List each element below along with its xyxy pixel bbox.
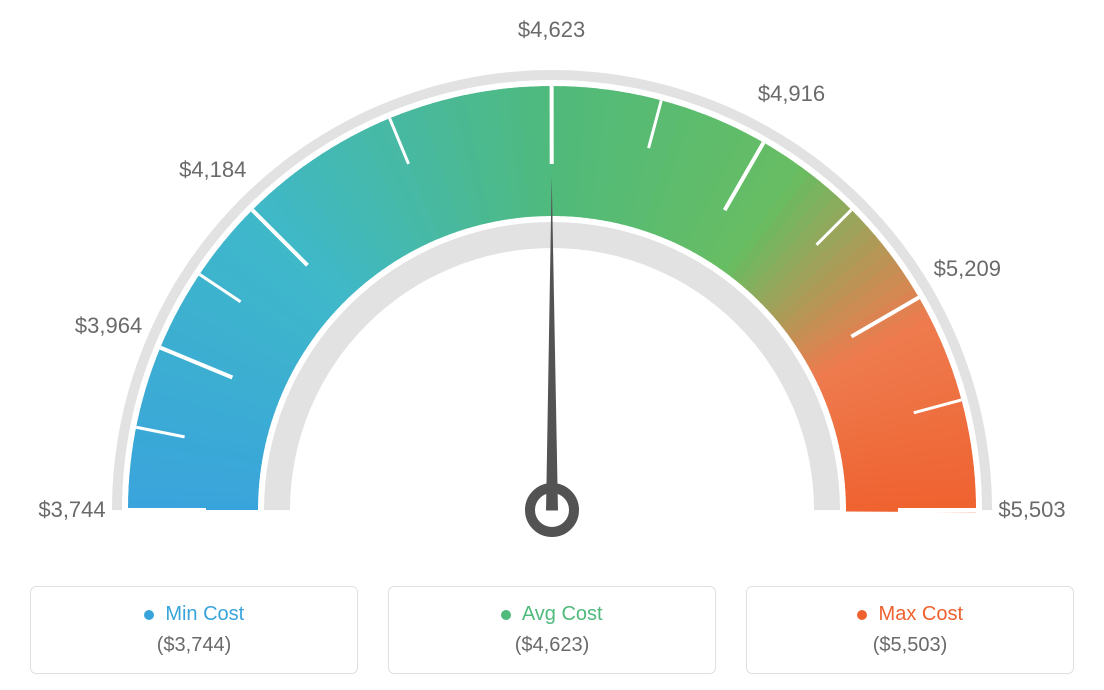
legend-title-text-avg: Avg Cost xyxy=(522,603,603,625)
dot-min xyxy=(144,610,154,620)
legend-title-min: Min Cost xyxy=(41,603,347,626)
tick-label: $5,503 xyxy=(998,497,1065,523)
legend-title-text-max: Max Cost xyxy=(879,603,963,625)
tick-label: $4,623 xyxy=(518,17,585,43)
tick-label: $3,744 xyxy=(38,497,105,523)
legend-card-max: Max Cost ($5,503) xyxy=(746,586,1074,674)
dot-avg xyxy=(501,610,511,620)
legend-title-avg: Avg Cost xyxy=(399,603,705,626)
legend-card-avg: Avg Cost ($4,623) xyxy=(388,586,716,674)
tick-label: $4,916 xyxy=(758,81,825,107)
gauge-chart: $3,744 $3,964 $4,184 $4,623 $4,916 $5,209 $5,5… xyxy=(0,0,1104,560)
legend-row: Min Cost ($3,744) Avg Cost ($4,623) Max … xyxy=(0,586,1104,674)
legend-value-min: ($3,744) xyxy=(41,634,347,657)
legend-title-max: Max Cost xyxy=(757,603,1063,626)
tick-label: $5,209 xyxy=(934,256,1001,282)
tick-label: $3,964 xyxy=(75,313,142,339)
legend-value-max: ($5,503) xyxy=(757,634,1063,657)
tick-label: $4,184 xyxy=(179,157,246,183)
legend-title-text-min: Min Cost xyxy=(165,603,244,625)
legend-card-min: Min Cost ($3,744) xyxy=(30,586,358,674)
legend-value-avg: ($4,623) xyxy=(399,634,705,657)
dot-max xyxy=(857,610,867,620)
